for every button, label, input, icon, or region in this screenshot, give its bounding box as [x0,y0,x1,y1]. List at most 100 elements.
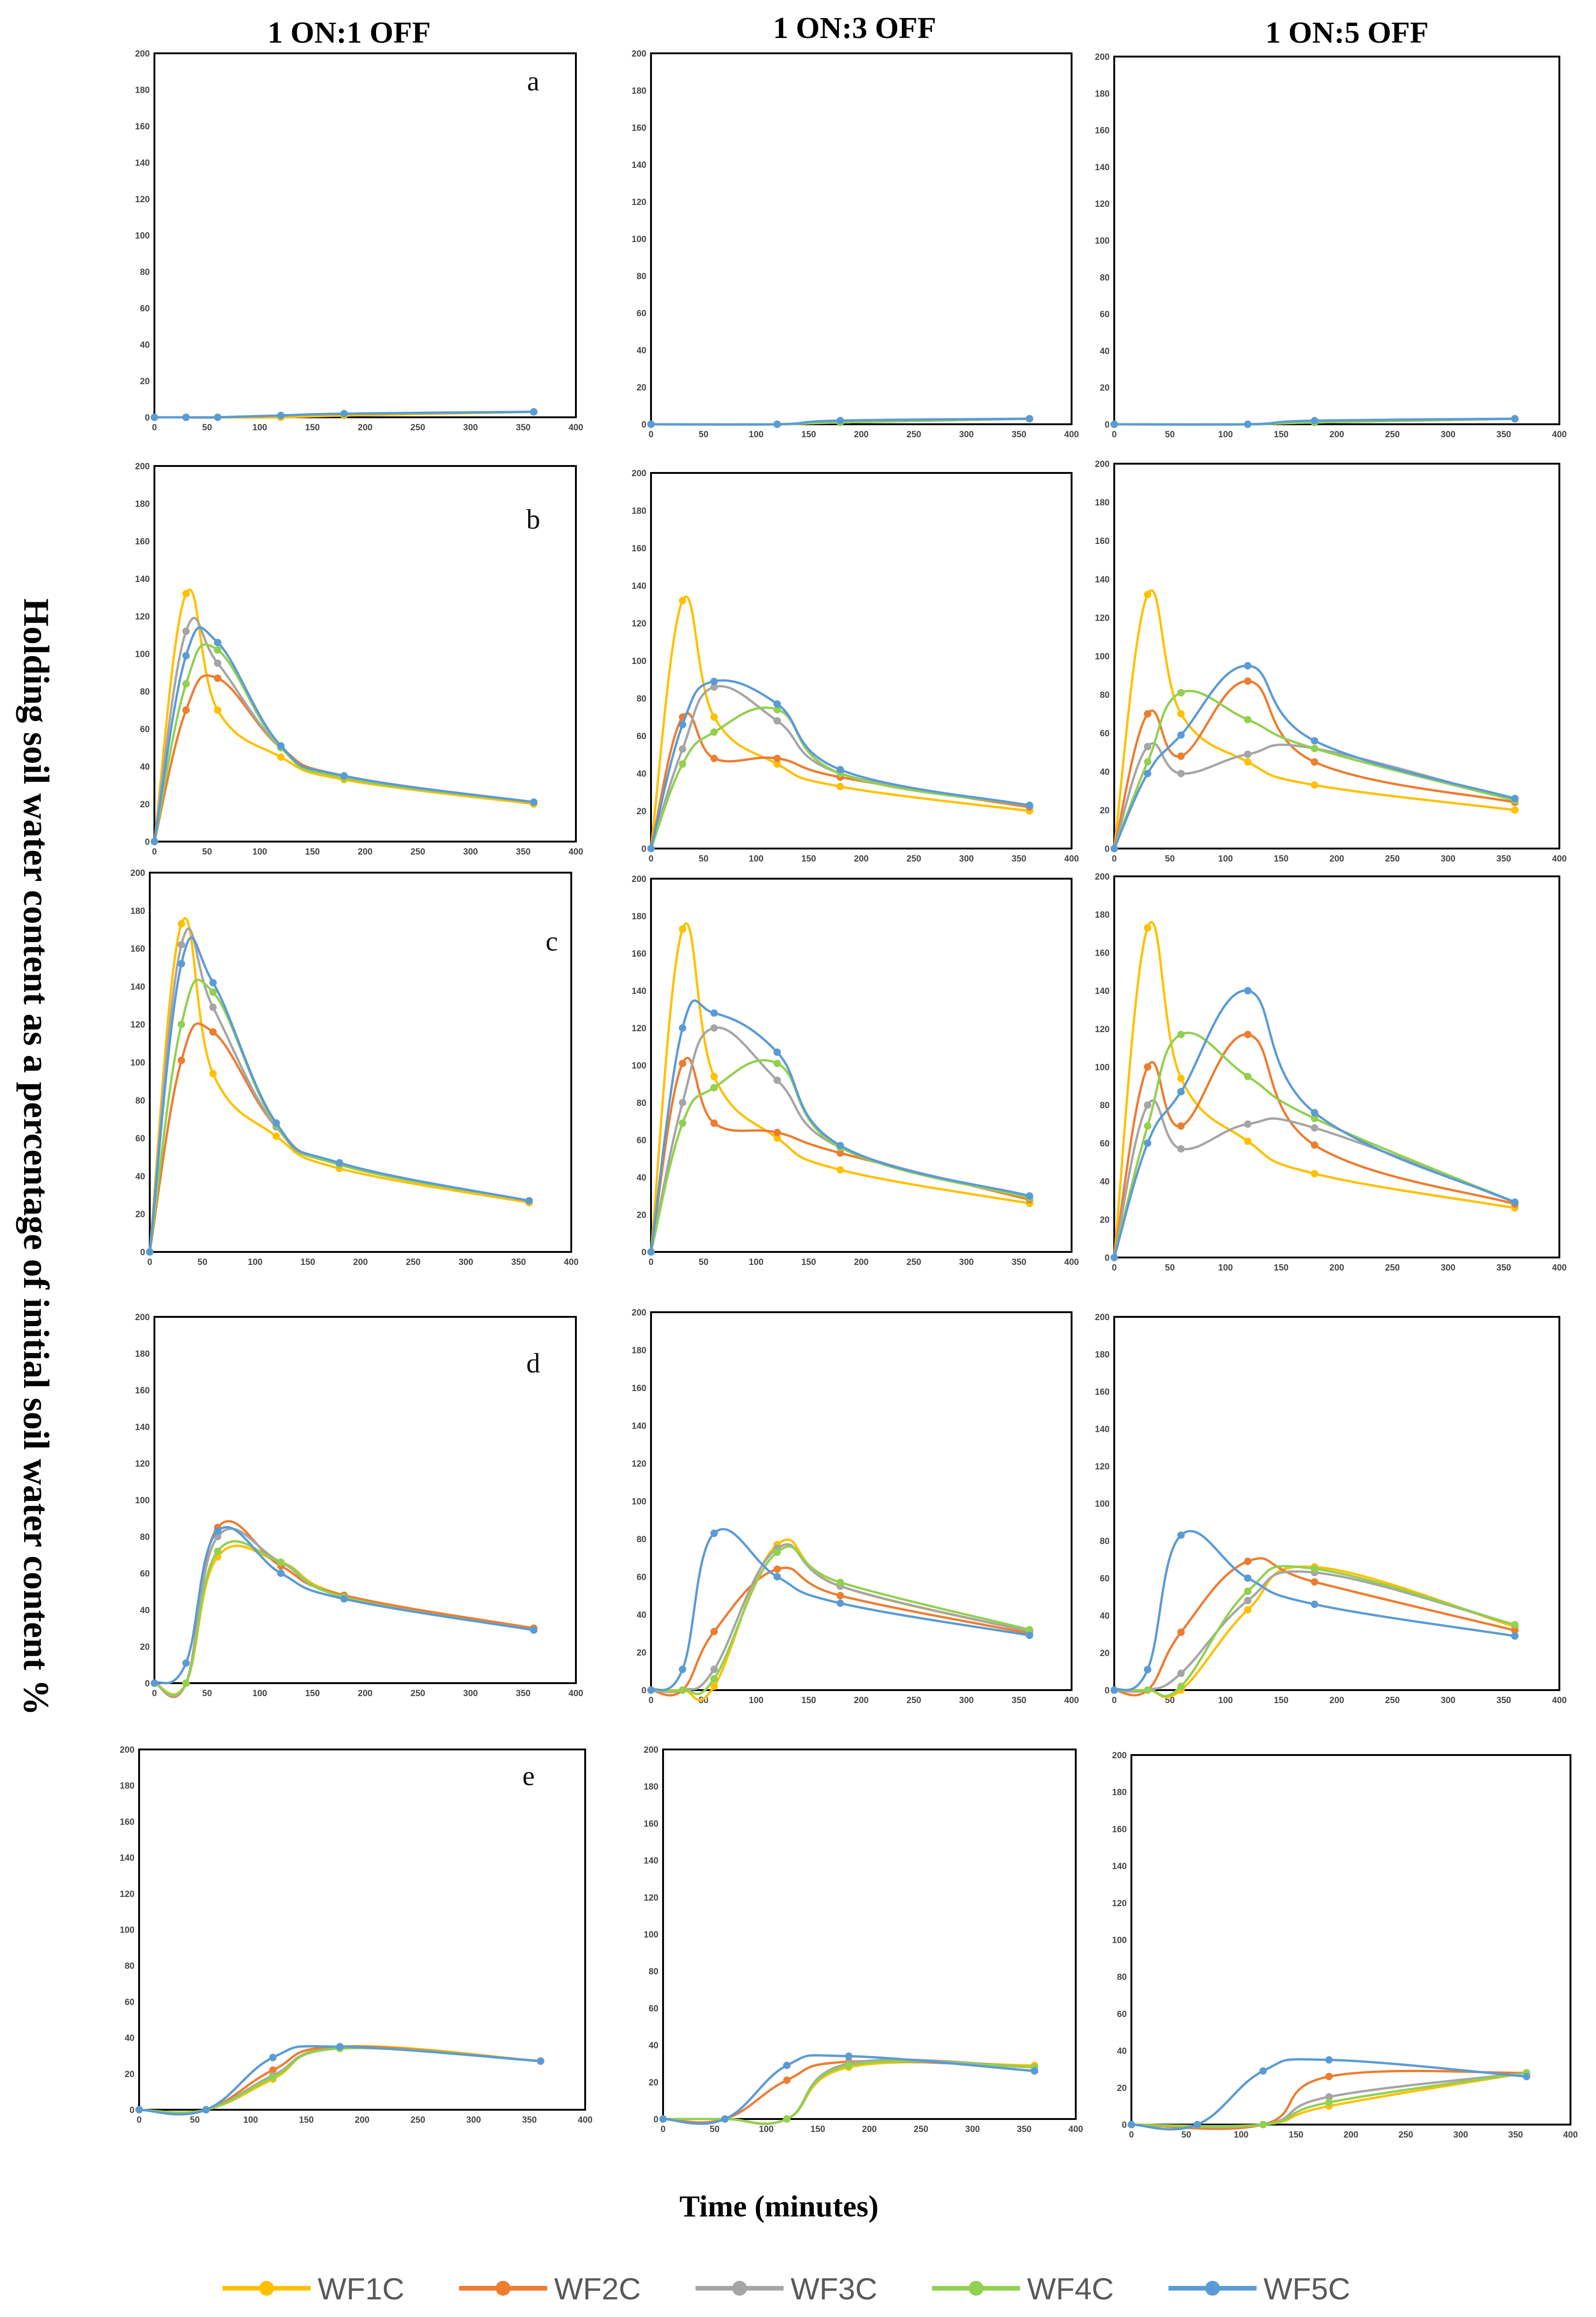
data-point-WF5C [1511,1198,1519,1206]
data-point-WF2C [710,1628,718,1635]
y-tick-label: 80 [1100,273,1110,283]
data-point-WF5C [272,1119,280,1127]
y-tick-label: 100 [632,1497,646,1507]
series-line-WF5C [650,999,1031,1253]
y-tick-label: 160 [1095,536,1110,546]
x-tick-label: 350 [1012,430,1027,440]
x-tick-label: 350 [1012,1257,1027,1267]
data-point-WF5C [773,421,781,428]
legend-marker-WF3C [732,2281,747,2296]
data-point-WF5C [1026,415,1034,422]
data-point-WF3C [1244,1596,1251,1604]
data-point-WF2C [209,1028,217,1036]
x-tick-label: 50 [1165,1263,1175,1273]
x-tick-label: 0 [661,2125,666,2134]
column-title-1: 1 ON:1 OFF [268,16,431,50]
data-point-WF3C [1244,750,1251,758]
series-line-WF3C [650,1543,1031,1693]
series-line-WF2C [1113,680,1516,850]
data-point-WF4C [710,1675,718,1683]
x-tick-label: 100 [1218,430,1233,440]
data-point-WF5C [721,2115,729,2123]
data-point-WF3C [214,659,222,667]
y-tick-label: 120 [632,1024,646,1034]
y-tick-label: 140 [1112,1862,1127,1871]
data-point-WF3C [1177,770,1185,778]
data-point-WF5C [214,638,222,646]
y-tick-label: 60 [637,1573,646,1583]
data-point-WF5C [1111,1254,1118,1261]
data-point-WF2C [1325,2073,1333,2081]
y-tick-label: 0 [145,837,150,847]
data-point-WF5C [773,1573,781,1581]
x-tick-label: 50 [699,430,709,440]
data-point-WF5C [1511,795,1519,803]
x-tick-label: 0 [137,2115,142,2125]
x-tick-label: 250 [1385,430,1400,440]
x-tick-label: 0 [649,1696,654,1705]
y-tick-label: 160 [130,945,145,954]
x-tick-label: 400 [1552,854,1567,864]
x-tick-label: 200 [854,854,869,864]
data-point-WF3C [178,941,185,949]
y-tick-label: 180 [1112,1788,1127,1798]
data-point-WF4C [214,646,222,654]
y-tick-label: 200 [120,1745,134,1755]
data-point-WF1C [710,713,718,721]
y-tick-label: 0 [1104,844,1110,854]
data-point-WF5C [1026,1192,1034,1200]
data-point-WF4C [1325,2099,1333,2106]
plot-area-frame [1113,875,1560,1258]
data-point-WF5C [679,721,686,728]
data-point-WF5C [783,2062,791,2069]
x-tick-label: 100 [252,423,267,433]
y-tick-label: 140 [135,574,150,584]
data-point-WF4C [182,680,190,688]
data-point-WF5C [647,421,655,428]
series-line-WF1C [1113,921,1516,1259]
series-line-WF1C [650,922,1031,1253]
y-tick-label: 0 [129,2106,134,2115]
data-point-WF5C [1511,415,1519,423]
x-tick-label: 350 [522,2115,537,2125]
x-tick-label: 250 [913,2125,928,2134]
x-tick-label: 0 [152,847,157,857]
plot-area-frame [650,1311,1073,1691]
y-tick-label: 0 [641,1686,646,1696]
series-line-WF3C [153,1527,535,1698]
y-axis-label: Holding soil water content as a percenta… [16,598,57,1715]
plot-area-frame [662,1749,1077,2120]
y-tick-label: 200 [1095,872,1110,882]
y-tick-label: 100 [632,235,646,244]
series-line-WF4C [1113,689,1516,850]
data-point-WF5C [773,1048,781,1056]
y-tick-label: 120 [135,1459,150,1469]
y-tick-label: 20 [135,1210,145,1219]
y-tick-label: 180 [1095,498,1110,508]
x-tick-label: 300 [463,423,478,433]
y-tick-label: 140 [1095,575,1110,585]
data-point-WF5C [1244,421,1251,428]
panel-c-1: 0 20 40 60 80 100 120 140 160 180 200 0 50 100 150 200 2… [130,868,579,1267]
x-tick-label: 150 [801,1696,816,1705]
series-line-WF1C [148,917,530,1253]
data-point-WF5C [679,1024,686,1032]
x-tick-label: 300 [959,854,974,864]
series-line-WF5C [650,1528,1031,1691]
data-point-WF5C [536,2057,544,2065]
x-tick-label: 250 [1398,2130,1413,2140]
data-point-WF4C [1026,1626,1034,1634]
x-tick-label: 50 [202,847,212,857]
data-point-WF5C [647,1248,655,1256]
y-tick-label: 0 [140,1248,145,1257]
data-point-WF2C [836,1149,844,1157]
data-point-WF2C [710,754,718,762]
y-tick-label: 140 [632,1422,646,1431]
x-tick-label: 350 [1496,430,1511,440]
data-point-WF5C [336,1159,344,1167]
data-point-WF4C [178,1021,185,1028]
x-tick-label: 250 [410,423,425,433]
y-tick-label: 100 [120,1926,134,1935]
y-tick-label: 120 [1095,613,1110,623]
